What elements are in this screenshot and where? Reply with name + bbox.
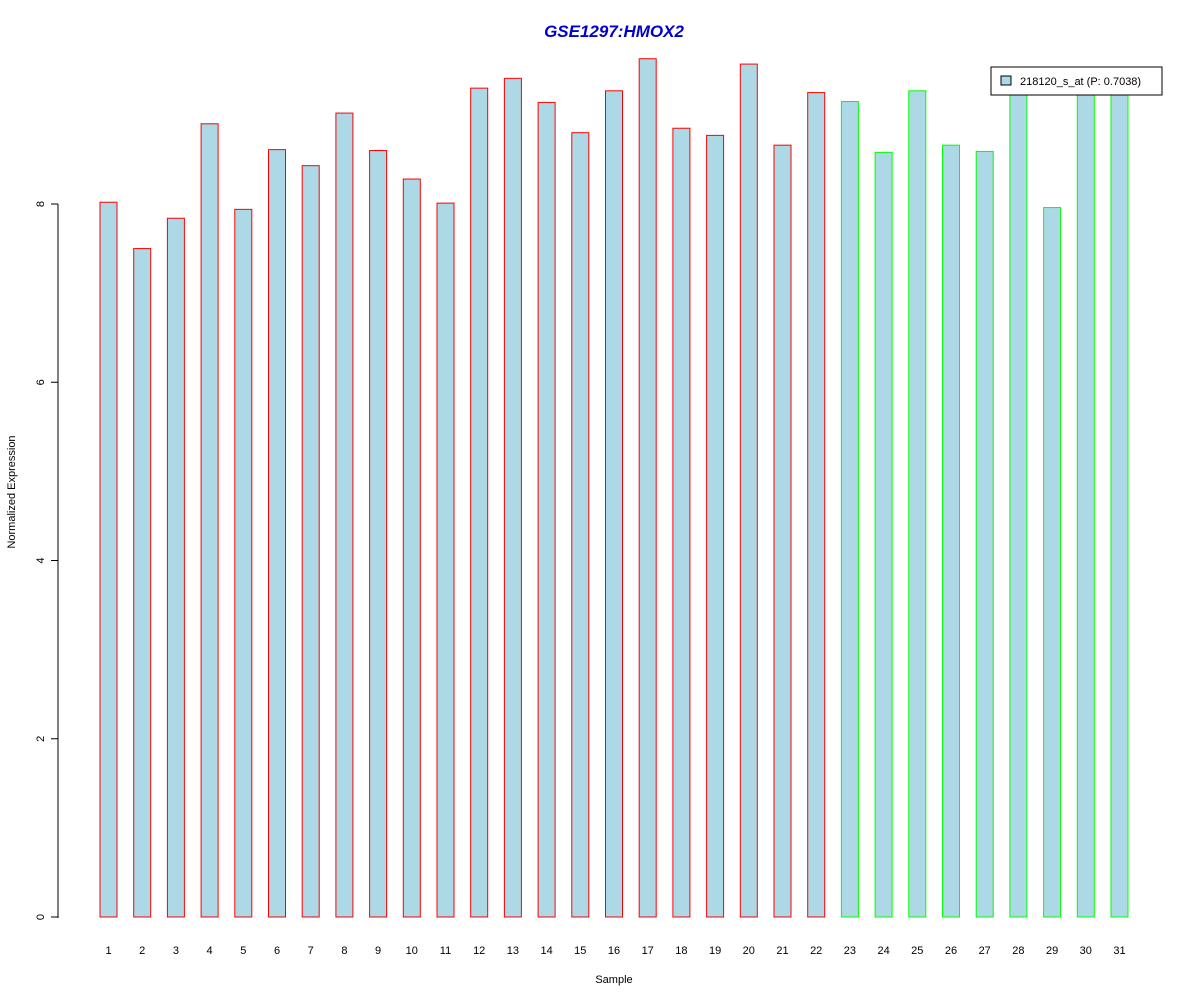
bar-sample-15 (571, 132, 590, 918)
y-axis-label: Normalized Expression (6, 435, 18, 548)
bar-sample-4 (200, 123, 219, 918)
x-tick-label: 4 (207, 945, 213, 957)
x-tick-label: 28 (1012, 945, 1024, 957)
bar-sample-19 (706, 134, 725, 918)
bar-sample-7 (301, 165, 320, 918)
x-tick-label: 12 (473, 945, 485, 957)
bar-sample-31 (1110, 85, 1129, 918)
legend-box (990, 66, 1163, 96)
x-tick-label: 8 (341, 945, 347, 957)
bar-sample-8 (335, 112, 354, 918)
x-tick-label: 15 (574, 945, 586, 957)
bar-sample-20 (739, 63, 758, 918)
bar-sample-23 (840, 101, 859, 918)
x-tick-label: 5 (240, 945, 246, 957)
bar-sample-11 (436, 202, 455, 918)
x-tick-label: 26 (945, 945, 957, 957)
x-tick-label: 9 (375, 945, 381, 957)
x-tick-label: 14 (540, 945, 552, 957)
y-tick-label: 2 (35, 736, 47, 742)
bar-sample-5 (234, 208, 253, 918)
x-tick-label: 29 (1046, 945, 1058, 957)
x-tick-label: 3 (173, 945, 179, 957)
x-tick-label: 24 (877, 945, 889, 957)
bar-sample-25 (908, 90, 927, 918)
x-tick-label: 25 (911, 945, 923, 957)
x-tick-label: 30 (1080, 945, 1092, 957)
bar-sample-1 (99, 201, 118, 918)
bar-sample-27 (975, 150, 994, 918)
y-axis: 0 2 4 6 8 (35, 201, 59, 920)
bars-group (99, 58, 1129, 918)
x-tick-label: 7 (308, 945, 314, 957)
bar-sample-9 (369, 150, 388, 918)
x-tick-label: 17 (642, 945, 654, 957)
bar-sample-30 (1076, 85, 1095, 918)
y-tick-label: 4 (35, 557, 47, 563)
x-tick-label: 1 (105, 945, 111, 957)
x-tick-label: 19 (709, 945, 721, 957)
bar-sample-18 (672, 127, 691, 918)
x-tick-label: 10 (406, 945, 418, 957)
y-tick-label: 8 (35, 201, 47, 207)
y-tick-label: 6 (35, 379, 47, 385)
bar-sample-29 (1043, 207, 1062, 918)
x-tick-label: 20 (743, 945, 755, 957)
x-tick-label: 11 (440, 945, 451, 957)
y-tick-label: 0 (35, 914, 47, 920)
bar-sample-14 (537, 101, 556, 918)
bar-sample-6 (268, 149, 286, 918)
x-tick-label: 21 (776, 945, 788, 957)
x-axis-label: Sample (595, 974, 632, 986)
chart-title: GSE1297:HMOX2 (544, 22, 684, 41)
bar-sample-16 (605, 90, 623, 918)
x-tick-label: 6 (274, 945, 280, 957)
x-tick-label: 27 (979, 945, 991, 957)
bar-sample-12 (470, 87, 489, 918)
legend: 218120_s_at (P: 0.7038) (990, 66, 1163, 96)
bar-sample-21 (773, 144, 792, 918)
x-tick-label: 23 (844, 945, 856, 957)
bar-sample-28 (1009, 86, 1028, 918)
bar-sample-24 (874, 151, 893, 918)
bar-sample-10 (402, 178, 421, 918)
x-tick-label: 13 (507, 945, 519, 957)
bar-sample-17 (638, 58, 657, 918)
bar-sample-3 (166, 217, 185, 918)
bar-sample-26 (942, 144, 960, 918)
x-tick-label: 18 (675, 945, 687, 957)
legend-label: 218120_s_at (P: 0.7038) (1020, 76, 1141, 88)
bar-sample-22 (807, 92, 826, 918)
x-tick-labels: 1 2 3 4 5 6 7 8 9 10 11 12 13 14 15 16 17 18 19 20 21 22 23 24 2… (105, 945, 1125, 957)
legend-swatch (1000, 75, 1012, 86)
bar-sample-2 (133, 248, 152, 918)
x-tick-label: 31 (1113, 945, 1125, 957)
bar-sample-13 (503, 77, 522, 918)
x-tick-label: 22 (810, 945, 822, 957)
x-tick-label: 2 (139, 945, 145, 957)
x-tick-label: 16 (608, 945, 620, 957)
